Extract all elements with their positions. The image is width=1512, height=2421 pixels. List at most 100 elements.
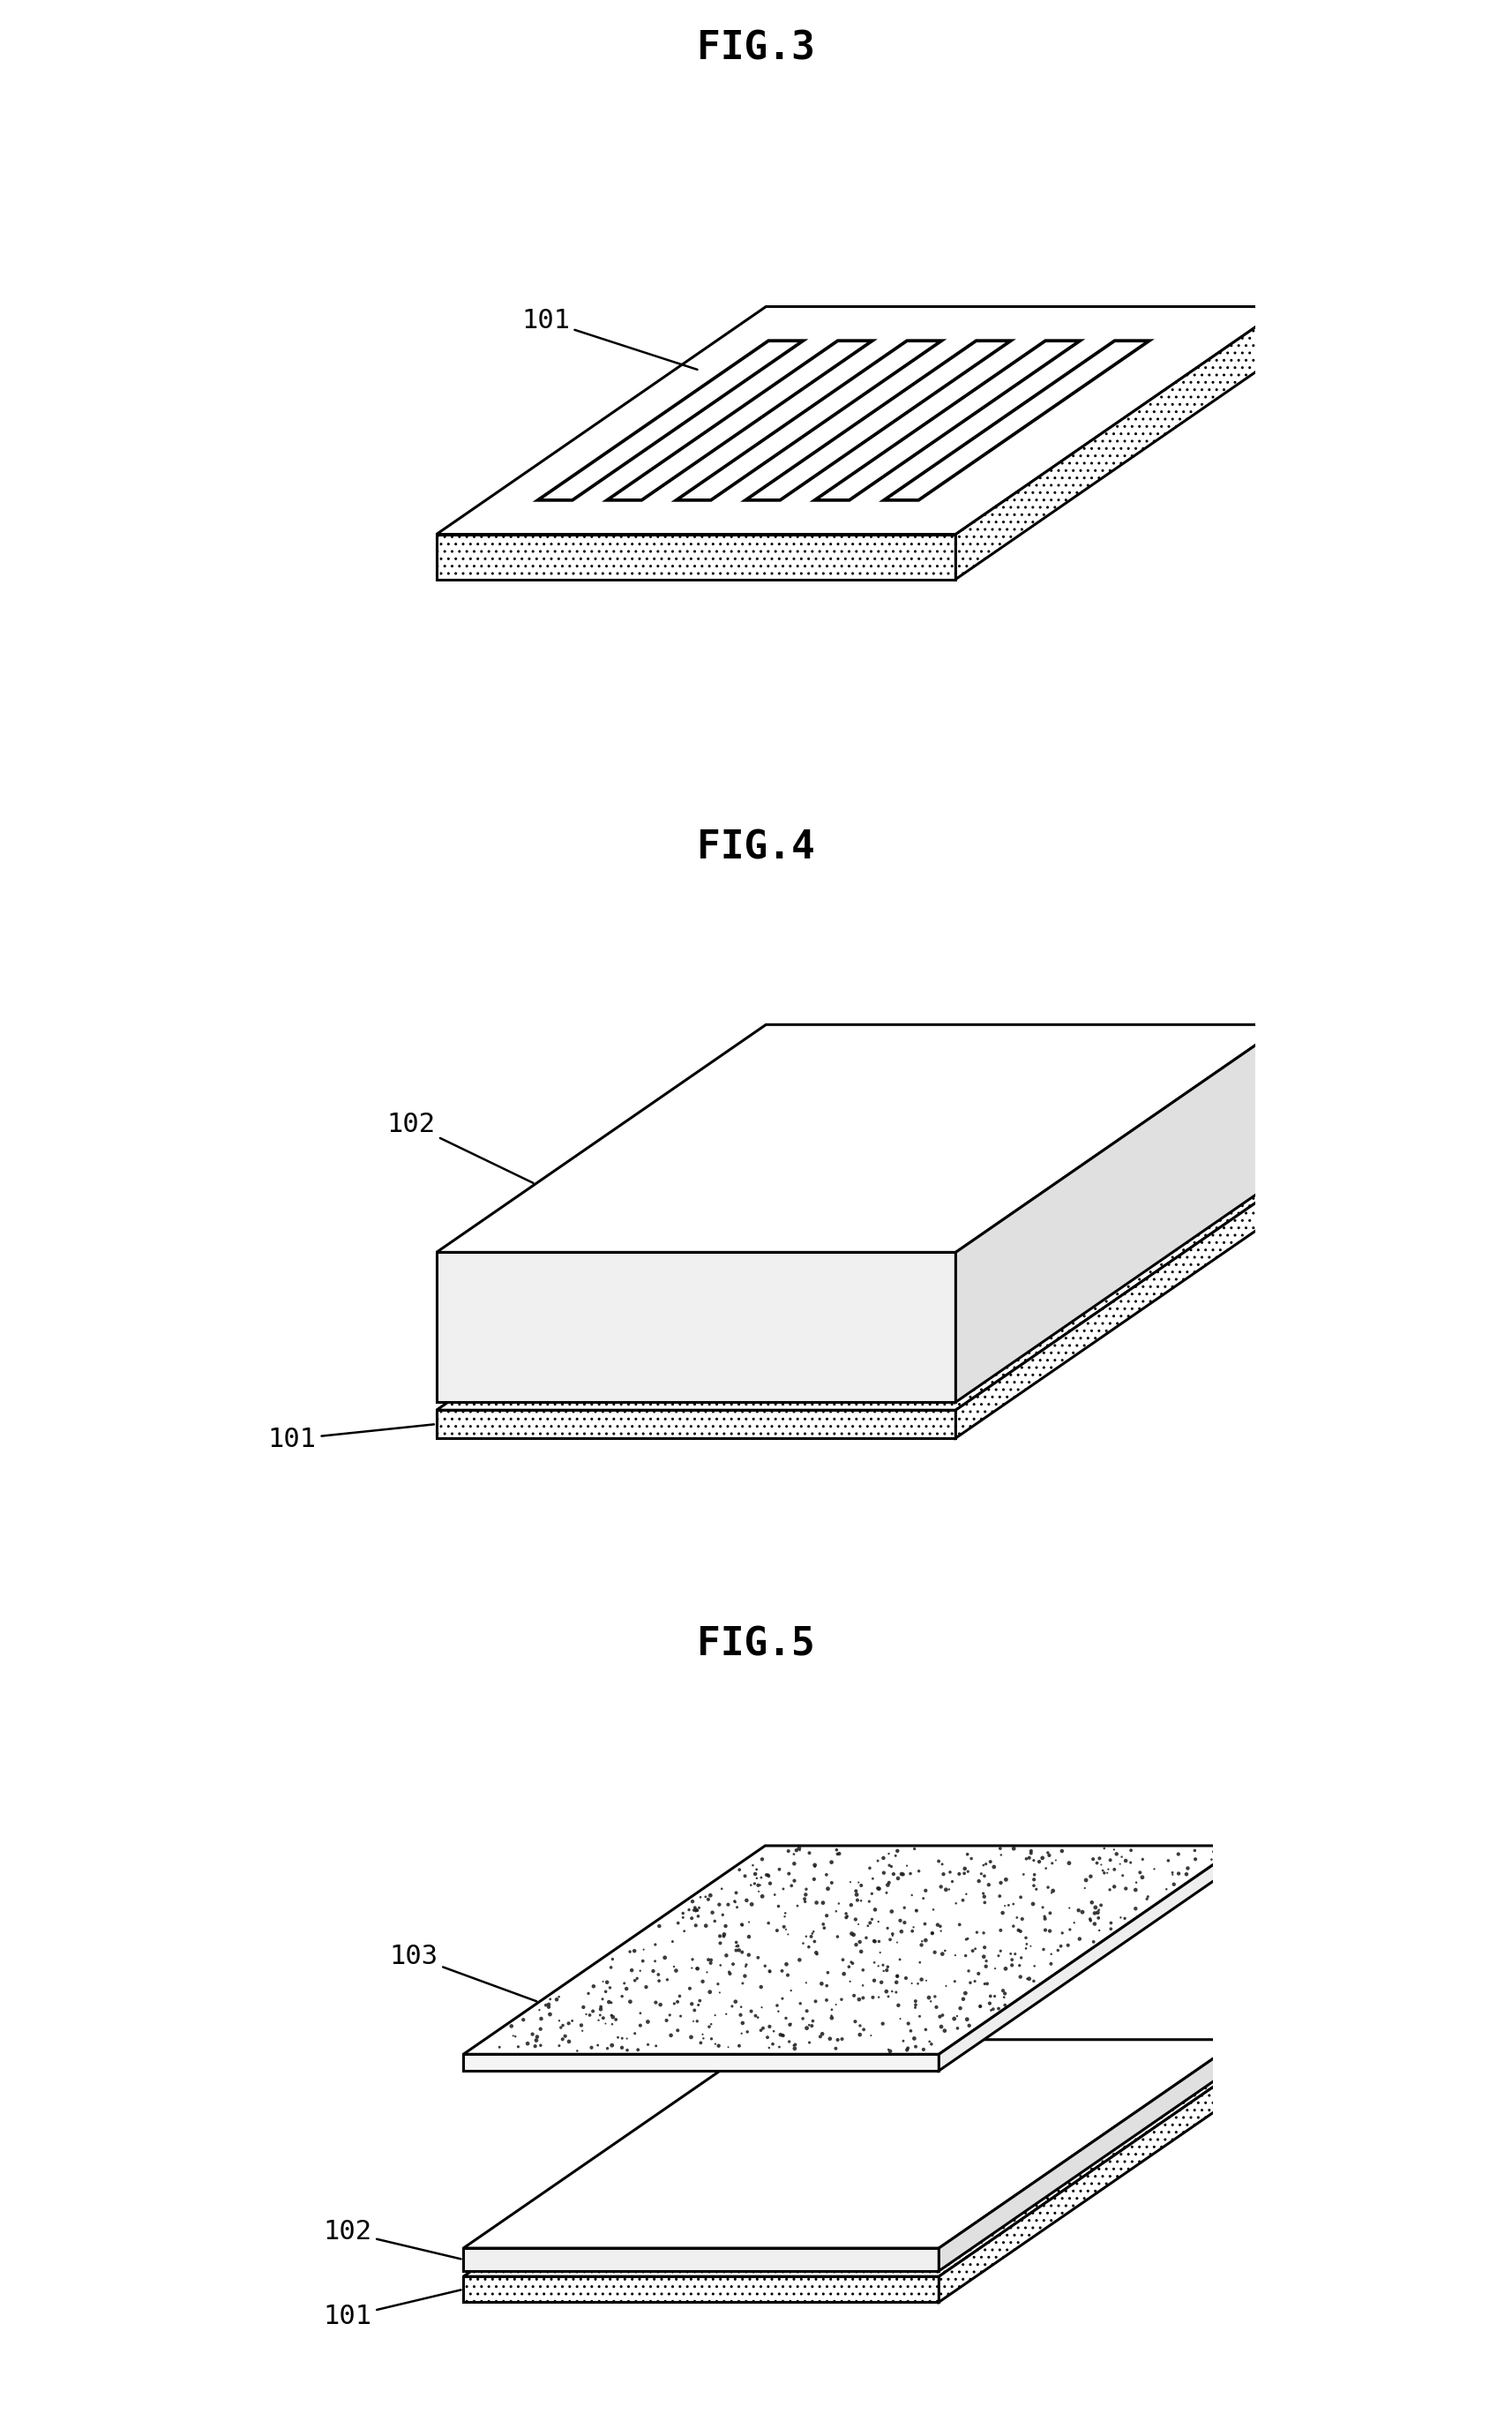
Point bbox=[1022, 1946, 1046, 1985]
Point bbox=[727, 1850, 751, 1888]
Point bbox=[1034, 1850, 1058, 1888]
Point bbox=[507, 2026, 531, 2065]
Point bbox=[730, 1905, 754, 1944]
Point bbox=[1086, 1893, 1110, 1932]
Point bbox=[937, 1869, 962, 1908]
Point bbox=[889, 1913, 913, 1951]
Point bbox=[930, 1934, 954, 1973]
Point bbox=[993, 1985, 1018, 2024]
Text: FIG.5: FIG.5 bbox=[697, 1624, 815, 1663]
Point bbox=[1098, 1871, 1122, 1910]
Point bbox=[1081, 1922, 1105, 1961]
Point bbox=[683, 1905, 708, 1944]
Point bbox=[903, 2019, 927, 2058]
Point bbox=[748, 1859, 773, 1898]
Point bbox=[767, 2029, 791, 2068]
Point bbox=[999, 1946, 1024, 1985]
Point bbox=[1096, 1850, 1120, 1888]
Point bbox=[966, 1954, 990, 1992]
Point bbox=[547, 2002, 572, 2041]
Point bbox=[609, 2019, 634, 2058]
Point bbox=[953, 1854, 977, 1893]
Point bbox=[862, 1922, 886, 1961]
Point bbox=[1090, 1852, 1114, 1891]
Point bbox=[922, 1978, 947, 2017]
Point bbox=[1019, 1833, 1043, 1871]
Point bbox=[993, 1859, 1018, 1898]
Point bbox=[915, 1961, 939, 2000]
Point bbox=[810, 2014, 835, 2053]
Point bbox=[907, 1944, 931, 1983]
Point bbox=[860, 1859, 885, 1898]
Point bbox=[794, 1917, 818, 1956]
Point bbox=[989, 1932, 1013, 1971]
Point bbox=[928, 1913, 953, 1951]
Point bbox=[1009, 1959, 1033, 1997]
Point bbox=[534, 1985, 558, 2024]
Point bbox=[783, 2029, 807, 2068]
Point bbox=[904, 1983, 928, 2022]
Point bbox=[1154, 1869, 1178, 1908]
Point bbox=[585, 2026, 609, 2065]
Point bbox=[1057, 1845, 1081, 1884]
Point bbox=[499, 2007, 523, 2046]
Point bbox=[1136, 1879, 1160, 1917]
Point bbox=[739, 1867, 764, 1905]
Point bbox=[643, 1925, 667, 1963]
Point bbox=[1058, 1910, 1083, 1949]
Point bbox=[1123, 1871, 1148, 1910]
Point bbox=[1111, 1857, 1136, 1896]
Point bbox=[863, 1922, 888, 1961]
Point bbox=[1022, 1854, 1046, 1893]
Point bbox=[599, 1995, 623, 2034]
Point bbox=[857, 1850, 881, 1888]
Point bbox=[930, 1995, 954, 2034]
Point bbox=[688, 1879, 712, 1917]
Point bbox=[706, 1963, 730, 2002]
Point bbox=[801, 1859, 826, 1898]
Point bbox=[880, 1973, 904, 2012]
Point bbox=[862, 1961, 886, 2000]
Point bbox=[661, 1922, 685, 1961]
Polygon shape bbox=[606, 341, 872, 501]
Point bbox=[904, 1985, 928, 2024]
Point bbox=[928, 1908, 953, 1946]
Point bbox=[647, 1908, 671, 1946]
Polygon shape bbox=[463, 2038, 1241, 2249]
Point bbox=[866, 1869, 891, 1908]
Point bbox=[756, 1903, 780, 1942]
Point bbox=[1114, 1842, 1139, 1881]
Point bbox=[824, 1985, 848, 2024]
Point bbox=[1033, 1898, 1057, 1937]
Point bbox=[683, 1888, 708, 1927]
Point bbox=[980, 1990, 1004, 2029]
Point bbox=[729, 1988, 753, 2026]
Point bbox=[1123, 1888, 1148, 1927]
Point bbox=[745, 1859, 770, 1898]
Point bbox=[487, 2029, 511, 2068]
Point bbox=[779, 1971, 803, 2009]
Point bbox=[1024, 1869, 1048, 1908]
Point bbox=[1070, 1893, 1095, 1932]
Point bbox=[874, 1874, 898, 1913]
Point bbox=[900, 1963, 924, 2002]
Point bbox=[680, 1949, 705, 1988]
Point bbox=[931, 1854, 956, 1893]
Point bbox=[947, 1854, 971, 1893]
Point bbox=[658, 1995, 682, 2034]
Point bbox=[940, 1862, 965, 1900]
Point bbox=[744, 1850, 768, 1888]
Point bbox=[866, 1922, 891, 1961]
Point bbox=[953, 1850, 977, 1888]
Point bbox=[963, 1930, 987, 1968]
Point bbox=[779, 2005, 803, 2043]
Point bbox=[913, 1871, 937, 1910]
Point bbox=[1049, 1927, 1074, 1966]
Point bbox=[954, 1937, 978, 1976]
Point bbox=[972, 1876, 996, 1915]
Point bbox=[788, 1830, 812, 1869]
Point bbox=[745, 1997, 770, 2036]
Point bbox=[803, 1983, 827, 2022]
Point bbox=[815, 1896, 839, 1934]
Point bbox=[673, 1913, 697, 1951]
